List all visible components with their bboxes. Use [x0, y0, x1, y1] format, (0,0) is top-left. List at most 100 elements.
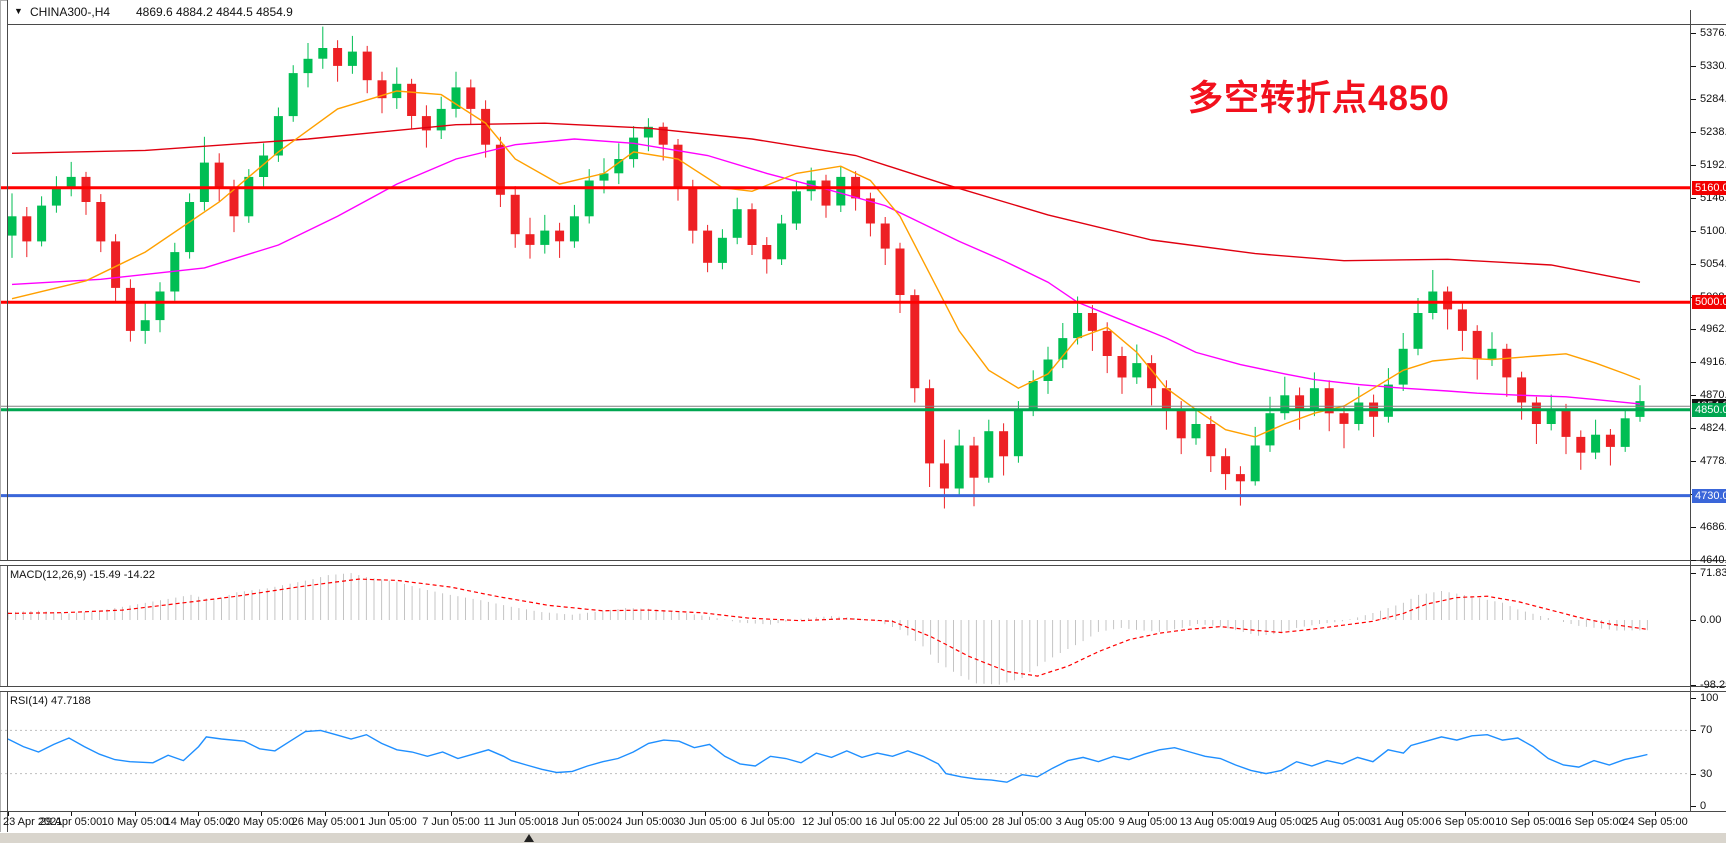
- price-tick-label: 4640.0: [1700, 554, 1726, 566]
- price-level-tag: 5000.0: [1692, 295, 1726, 309]
- time-tick-label: 14 May 05:00: [164, 816, 232, 828]
- time-tick-label: 23 Apr 2021: [3, 816, 63, 828]
- time-tick: [832, 812, 833, 816]
- time-tick-label: 22 Jul 05:00: [928, 816, 988, 828]
- time-tick: [1212, 812, 1213, 816]
- macd-main-value: -15.49: [89, 569, 121, 581]
- price-tick: [1691, 132, 1696, 133]
- time-tick: [1655, 812, 1656, 816]
- rsi-tick: [1691, 806, 1696, 807]
- price-tick: [1691, 395, 1696, 396]
- macd-signal-value: -14.22: [123, 569, 155, 581]
- time-tick-label: 10 May 05:00: [101, 816, 169, 828]
- price-tick: [1691, 66, 1696, 67]
- macd-indicator-label: MACD(12,26,9) -15.49 -14.22: [10, 569, 155, 581]
- price-tick: [1691, 231, 1696, 232]
- time-tick: [1402, 812, 1403, 816]
- time-tick: [1148, 812, 1149, 816]
- price-tick: [1691, 264, 1696, 265]
- time-tick-label: 12 Jul 05:00: [802, 816, 862, 828]
- price-tick-label: 4824.0: [1700, 422, 1726, 434]
- time-tick: [1592, 812, 1593, 816]
- price-tick-label: 4916.0: [1700, 356, 1726, 368]
- time-tick-label: 3 Aug 05:00: [1055, 816, 1115, 828]
- scroll-position-marker-icon[interactable]: [524, 834, 534, 842]
- rsi-tick-label: 100: [1700, 692, 1719, 704]
- price-tick-label: 5238.0: [1700, 126, 1726, 138]
- time-tick: [1022, 812, 1023, 816]
- window-left-border: [0, 0, 1, 843]
- panel-separator-macd[interactable]: [0, 560, 1726, 566]
- price-axis-border: [1690, 10, 1691, 811]
- price-tick: [1691, 165, 1696, 166]
- time-tick-label: 19 Aug 05:00: [1242, 816, 1308, 828]
- time-tick: [1275, 812, 1276, 816]
- time-tick: [705, 812, 706, 816]
- rsi-tick: [1691, 730, 1696, 731]
- time-tick-label: 24 Jun 05:00: [610, 816, 674, 828]
- time-tick: [325, 812, 326, 816]
- price-tick: [1691, 198, 1696, 199]
- price-level-tag: 4730.0: [1692, 489, 1726, 503]
- time-tick-label: 13 Aug 05:00: [1179, 816, 1245, 828]
- time-tick: [515, 812, 516, 816]
- price-tick: [1691, 560, 1696, 561]
- macd-tick-label: 0.00: [1700, 614, 1722, 626]
- time-tick-label: 29 Apr 05:00: [39, 816, 103, 828]
- time-tick-label: 6 Jul 05:00: [741, 816, 795, 828]
- price-tick-label: 5192.0: [1700, 159, 1726, 171]
- time-tick-label: 30 Jun 05:00: [673, 816, 737, 828]
- price-tick-label: 5376.0: [1700, 27, 1726, 39]
- price-tick-label: 5054.0: [1700, 258, 1726, 270]
- price-tick-label: 4962.0: [1700, 323, 1726, 335]
- time-tick: [1085, 812, 1086, 816]
- price-tick: [1691, 527, 1696, 528]
- time-tick: [1528, 812, 1529, 816]
- time-tick: [71, 812, 72, 816]
- chart-annotation-text: 多空转折点4850: [1188, 79, 1450, 118]
- price-tick: [1691, 329, 1696, 330]
- macd-tick: [1691, 573, 1696, 574]
- time-tick: [958, 812, 959, 816]
- time-tick-label: 1 Jun 05:00: [359, 816, 417, 828]
- time-tick-label: 25 Aug 05:00: [1305, 816, 1371, 828]
- time-tick: [198, 812, 199, 816]
- rsi-tick-label: 70: [1700, 724, 1713, 736]
- rsi-value: 47.7188: [50, 695, 91, 707]
- time-axis[interactable]: 23 Apr 2021 29 Apr 05:00 10 May 05:00 14 Ma…: [0, 812, 1726, 832]
- time-tick: [451, 812, 452, 816]
- price-tick: [1691, 99, 1696, 100]
- price-level-tag: 5160.0: [1692, 181, 1726, 195]
- price-tick: [1691, 461, 1696, 462]
- time-tick-label: 24 Sep 05:00: [1622, 816, 1688, 828]
- time-tick-label: 11 Jun 05:00: [483, 816, 547, 828]
- time-tick: [578, 812, 579, 816]
- price-tick: [1691, 428, 1696, 429]
- time-tick-label: 10 Sep 05:00: [1495, 816, 1561, 828]
- time-tick-label: 20 May 05:00: [227, 816, 295, 828]
- time-tick-label: 7 Jun 05:00: [422, 816, 480, 828]
- price-axis[interactable]: 5376.0 5330.0 5284.0 5238.0 5192.0 5146.0 5100…: [1691, 0, 1726, 812]
- symbol-header: ▼ CHINA300-,H4 4869.6 4884.2 4844.5 4854…: [8, 0, 1726, 25]
- symbol-dropdown-icon[interactable]: ▼: [14, 6, 23, 16]
- bottom-scrollbar-strip[interactable]: [0, 832, 1726, 843]
- chart-canvas[interactable]: [0, 0, 1690, 832]
- price-tick-label: 4778.0: [1700, 455, 1726, 467]
- time-tick: [642, 812, 643, 816]
- price-tick-label: 5284.0: [1700, 93, 1726, 105]
- macd-tick: [1691, 685, 1696, 686]
- time-tick-label: 16 Jul 05:00: [865, 816, 925, 828]
- panel-separator-rsi[interactable]: [0, 686, 1726, 692]
- time-tick: [1465, 812, 1466, 816]
- time-tick-label: 18 Jun 05:00: [546, 816, 610, 828]
- time-tick: [261, 812, 262, 816]
- price-level-tag: 4850.0: [1692, 403, 1726, 417]
- price-tick-label: 5146.0: [1700, 192, 1726, 204]
- rsi-indicator-label: RSI(14) 47.7188: [10, 695, 91, 707]
- macd-tick-label: 71.83: [1700, 567, 1726, 579]
- time-tick-label: 28 Jul 05:00: [992, 816, 1052, 828]
- price-tick: [1691, 33, 1696, 34]
- price-tick-label: 5100.0: [1700, 225, 1726, 237]
- price-tick-label: 4870.0: [1700, 389, 1726, 401]
